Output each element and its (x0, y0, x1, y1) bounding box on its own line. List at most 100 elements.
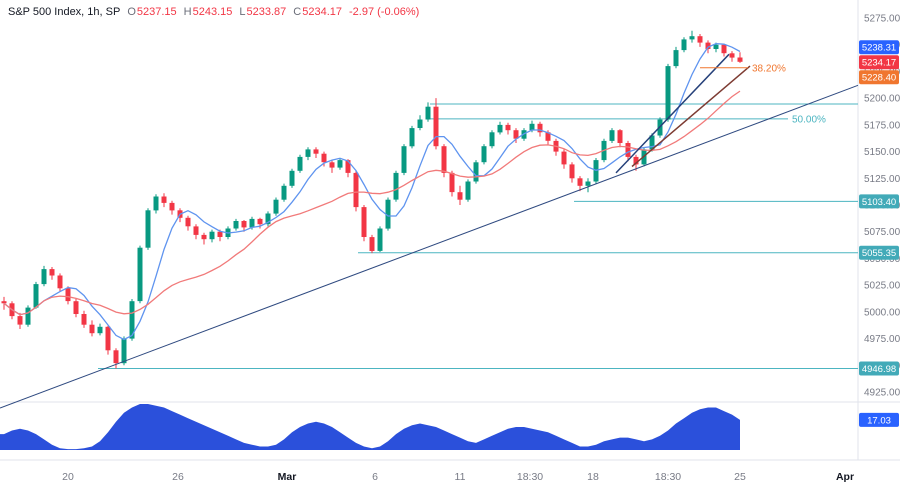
open-value: 5237.15 (136, 6, 177, 18)
close-value: 5234.17 (302, 6, 342, 18)
candle-body (665, 66, 671, 120)
candle-body (145, 210, 151, 248)
candle-body (377, 228, 383, 251)
time-tick-label: 18:30 (517, 471, 543, 483)
close-label: C (293, 6, 302, 18)
candle-body (449, 172, 455, 193)
candle-body (113, 350, 119, 364)
time-tick-label: 26 (172, 471, 184, 483)
candle-body (649, 135, 655, 150)
candle-body (513, 130, 519, 139)
price-badge (859, 55, 899, 70)
candle-body (185, 217, 191, 227)
price-badge (859, 245, 899, 260)
candle-body (417, 119, 423, 128)
low-field: L 5233.87 (239, 5, 286, 19)
horizontal-levels: 50.00% (98, 103, 858, 369)
candle-body (209, 231, 215, 240)
candle-body (201, 234, 207, 240)
fib-382-label: 38.20% (752, 63, 786, 74)
price-tick-label: 5175.00 (864, 120, 900, 131)
candle-body (329, 162, 335, 168)
symbol-name[interactable]: S&P 500 Index, 1h, SP (8, 6, 121, 18)
trendline[interactable] (631, 65, 751, 168)
open-label: O (127, 6, 136, 18)
candle-body (33, 284, 39, 308)
price-badge (859, 40, 899, 55)
time-tick-label: 25 (734, 471, 746, 483)
candle-body (465, 181, 471, 200)
candle-body (441, 146, 447, 173)
candle-body (681, 39, 687, 51)
candle-body (625, 143, 631, 157)
candle-body (169, 202, 175, 211)
candle-body (65, 288, 71, 302)
price-tick-label: 4975.00 (864, 334, 900, 345)
candle-body (321, 153, 327, 163)
ma-slow-line[interactable] (3, 90, 741, 316)
price-badge-text: 5234.17 (862, 58, 896, 69)
change-value: -2.97 (-0.06%) (348, 6, 420, 18)
price-badge-text: 5103.40 (862, 197, 896, 208)
candle-body (481, 146, 487, 163)
trendline[interactable] (615, 53, 730, 174)
candle-body (217, 231, 223, 237)
candle-body (233, 221, 239, 229)
indicator-area (0, 404, 740, 450)
ma-fast-line[interactable] (3, 42, 741, 341)
candle-body (537, 123, 543, 133)
price-badge-text: 5228.40 (862, 73, 896, 84)
time-tick-label: 18 (587, 471, 599, 483)
price-tick-label: 5025.00 (864, 281, 900, 292)
moving-averages (3, 42, 741, 341)
candle-body (273, 199, 279, 214)
candle-body (633, 156, 639, 165)
price-tick-label: 5000.00 (864, 307, 900, 318)
candle-body (345, 160, 351, 173)
candle-body (369, 237, 375, 251)
candle-body (97, 326, 103, 334)
candle-body (737, 57, 743, 62)
candle-body (193, 226, 199, 235)
indicator-pane[interactable] (0, 404, 740, 450)
candle-body (545, 132, 551, 141)
candle-body (25, 307, 31, 325)
candle-body (617, 130, 623, 143)
candle-body (49, 269, 55, 276)
candle-body (505, 124, 511, 131)
candle-body (161, 196, 167, 203)
high-value: 5243.15 (192, 6, 233, 18)
price-tick-label: 5125.00 (864, 174, 900, 185)
price-tick-label: 4925.00 (864, 388, 900, 399)
candle-body (473, 162, 479, 182)
candle-body (489, 132, 495, 147)
candle-body (705, 42, 711, 49)
trendlines (0, 53, 859, 409)
candle-body (241, 221, 247, 228)
symbol-ohlc-header: S&P 500 Index, 1h, SP O 5237.15 H 5243.15 … (8, 5, 419, 19)
trendline[interactable] (0, 84, 859, 409)
separators (0, 0, 900, 461)
high-field: H 5243.15 (184, 5, 233, 19)
time-tick-label: 6 (372, 471, 378, 483)
price-badge-text: 17.03 (867, 415, 891, 426)
candle-body (41, 269, 47, 285)
price-tick-label: 5150.00 (864, 147, 900, 158)
candle-body (121, 338, 127, 364)
candle-body (281, 185, 287, 200)
candle-body (409, 128, 415, 147)
candle-body (729, 53, 735, 58)
time-tick-label: Mar (278, 471, 297, 483)
price-tick-label: 5275.00 (864, 14, 900, 25)
candle-body (89, 324, 95, 334)
candle-body (673, 50, 679, 67)
candle-body (81, 314, 87, 325)
high-label: H (183, 6, 192, 18)
time-axis[interactable]: 20 26 Mar 6 11 18:30 18 18:30 25 Apr (62, 471, 854, 483)
candle-body (249, 218, 255, 228)
price-badge (859, 361, 899, 376)
price-tick-label: 5075.00 (864, 227, 900, 238)
candle-body (401, 146, 407, 173)
candle-body (689, 36, 695, 40)
